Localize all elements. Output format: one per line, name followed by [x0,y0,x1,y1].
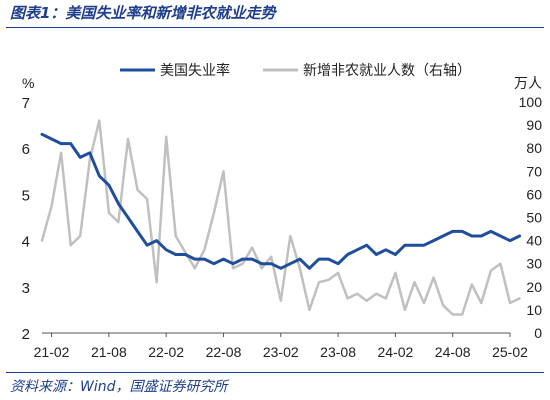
right-tick-label: 40 [526,233,542,249]
figure-title: 图表1：美国失业率和新增非农就业走势 [10,4,276,22]
right-tick-label: 20 [526,279,542,295]
series-line-unemployment [40,132,522,270]
left-tick-label: 6 [22,141,30,158]
right-tick-label: 50 [526,210,542,226]
right-axis-unit: 万人 [514,75,542,91]
legend-label-payrolls: 新增非农就业人数（右轴） [303,63,471,79]
x-tick-label: 24-02 [377,344,413,360]
legend-label-unemployment: 美国失业率 [160,62,230,79]
x-tick-label: 21-08 [91,344,127,360]
source-note: 资料来源：Wind，国盛证券研究所 [10,379,228,395]
right-tick-label: 90 [526,117,542,133]
x-tick-label: 21-02 [34,344,70,360]
right-tick-label: 70 [526,163,542,179]
left-tick-label: 5 [22,187,30,204]
left-tick-label: 2 [22,326,30,343]
left-tick-label: 4 [22,234,30,251]
x-tick-label: 22-08 [206,344,242,360]
source-divider [6,372,544,373]
x-tick-label: 22-02 [148,344,184,360]
x-tick-label: 23-08 [320,344,356,360]
right-tick-label: 60 [526,186,542,202]
left-tick-label: 3 [22,280,30,297]
x-tick-label: 24-08 [435,344,471,360]
series-layer [40,119,522,316]
title-divider [6,27,544,28]
x-tick-label: 25-02 [492,344,528,360]
right-tick-label: 80 [526,140,542,156]
left-tick-label: 7 [22,95,30,112]
x-tick-label: 23-02 [263,344,299,360]
legend: 美国失业率 新增非农就业人数（右轴） [120,62,471,79]
left-axis-unit: % [22,75,34,91]
right-tick-label: 30 [526,256,542,272]
series-line-payrolls [40,119,521,316]
right-tick-label: 100 [519,94,543,110]
right-tick-label: 0 [534,325,542,341]
right-tick-label: 10 [526,302,542,318]
